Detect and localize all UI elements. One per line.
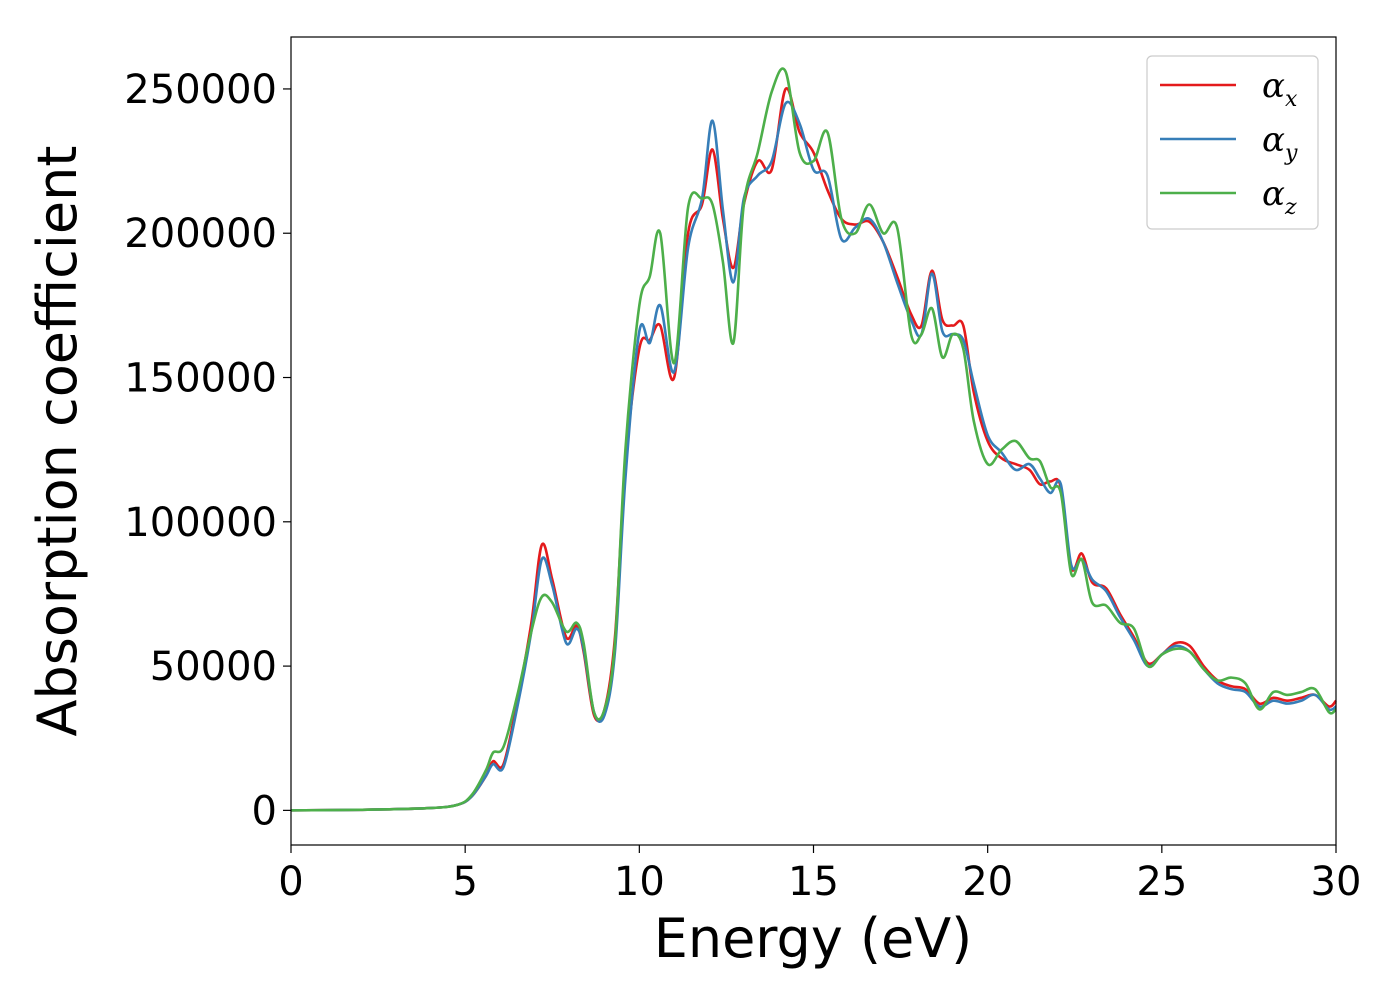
x-tick-label: 15 [788,859,839,905]
legend-symbol: α [1262,66,1285,106]
legend-symbol: α [1262,120,1285,160]
y-tick-label: 50000 [150,644,277,690]
legend-label-z: αz [1262,174,1297,220]
legend-label-y: αy [1262,120,1298,166]
series-layer [290,67,1337,812]
legend-label-x: αx [1262,66,1298,112]
legend-subscript: x [1285,87,1298,112]
x-tick-label: 0 [278,859,303,905]
y-tick-label: 200000 [124,211,277,257]
x-tick-label: 30 [1311,859,1362,905]
x-tick-label: 5 [452,859,477,905]
y-tick-label: 250000 [124,67,277,113]
y-tick-label: 150000 [124,356,277,402]
y-tick-label: 100000 [124,500,277,546]
legend-symbol: α [1262,174,1285,214]
y-tick-label: 0 [252,788,277,834]
series-line-z [290,67,1337,812]
legend-box [1146,55,1319,230]
x-axis-ticks: 0 5 10 15 20 25 30 [278,845,1361,905]
y-axis-label: Absorption coefficient [26,146,89,737]
legend-subscript: z [1284,195,1297,220]
x-tick-label: 10 [614,859,665,905]
legend-subscript: y [1284,141,1298,166]
x-axis-label: Energy (eV) [654,907,973,970]
x-tick-label: 20 [962,859,1013,905]
x-tick-label: 25 [1136,859,1187,905]
y-axis-ticks: 0 50000 100000 150000 200000 250000 [124,67,291,834]
